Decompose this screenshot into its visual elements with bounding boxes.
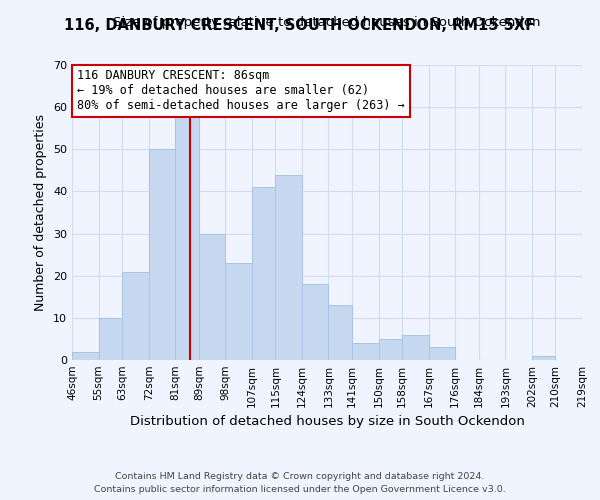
Bar: [429, 348, 455, 360]
Bar: [402, 334, 429, 360]
Bar: [532, 356, 556, 360]
Bar: [98, 318, 122, 360]
Text: 116, DANBURY CRESCENT, SOUTH OCKENDON, RM15 5XF: 116, DANBURY CRESCENT, SOUTH OCKENDON, R…: [64, 18, 536, 32]
Bar: [352, 343, 379, 360]
Bar: [275, 174, 302, 360]
Bar: [199, 234, 225, 360]
Bar: [252, 187, 275, 360]
Bar: [72, 352, 98, 360]
Text: Contains HM Land Registry data © Crown copyright and database right 2024.
Contai: Contains HM Land Registry data © Crown c…: [94, 472, 506, 494]
Bar: [328, 305, 352, 360]
Y-axis label: Number of detached properties: Number of detached properties: [34, 114, 47, 311]
Bar: [379, 339, 402, 360]
Bar: [302, 284, 328, 360]
Text: 116 DANBURY CRESCENT: 86sqm
← 19% of detached houses are smaller (62)
80% of sem: 116 DANBURY CRESCENT: 86sqm ← 19% of det…: [77, 70, 405, 112]
Bar: [122, 272, 149, 360]
Title: Size of property relative to detached houses in South Ockendon: Size of property relative to detached ho…: [113, 16, 541, 29]
Bar: [175, 116, 199, 360]
Bar: [149, 150, 175, 360]
X-axis label: Distribution of detached houses by size in South Ockendon: Distribution of detached houses by size …: [130, 416, 524, 428]
Bar: [225, 263, 252, 360]
